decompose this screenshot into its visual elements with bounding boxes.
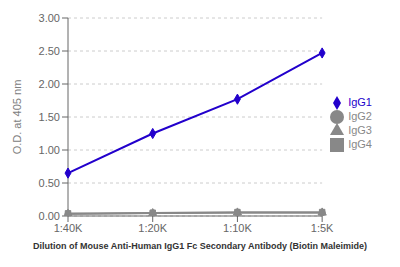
svg-text:0.50: 0.50	[39, 177, 60, 189]
svg-text:1:20K: 1:20K	[138, 222, 167, 234]
html-text:IgG2: IgG2	[348, 109, 372, 122]
svg-text:2.50: 2.50	[39, 45, 60, 57]
svg-text:1.50: 1.50	[39, 111, 60, 123]
svg-text:0.00: 0.00	[39, 210, 60, 222]
svg-text:3.00: 3.00	[39, 12, 60, 24]
svg-text:O.D. at 405 nm: O.D. at 405 nm	[11, 80, 23, 155]
html-text:Dilution of Mouse Anti-Human I: Dilution of Mouse Anti-Human IgG1 Fc Sec…	[33, 241, 367, 251]
html-text:IgG3: IgG3	[348, 124, 372, 136]
html-text:IgG4: IgG4	[348, 138, 372, 151]
svg-text:1.00: 1.00	[39, 144, 60, 156]
svg-text:1:5K: 1:5K	[311, 222, 334, 234]
svg-text:1:40K: 1:40K	[54, 222, 83, 234]
svg-text:1:10K: 1:10K	[223, 222, 252, 234]
html-text:IgG1: IgG1	[348, 95, 372, 108]
svg-text:2.00: 2.00	[39, 78, 60, 90]
